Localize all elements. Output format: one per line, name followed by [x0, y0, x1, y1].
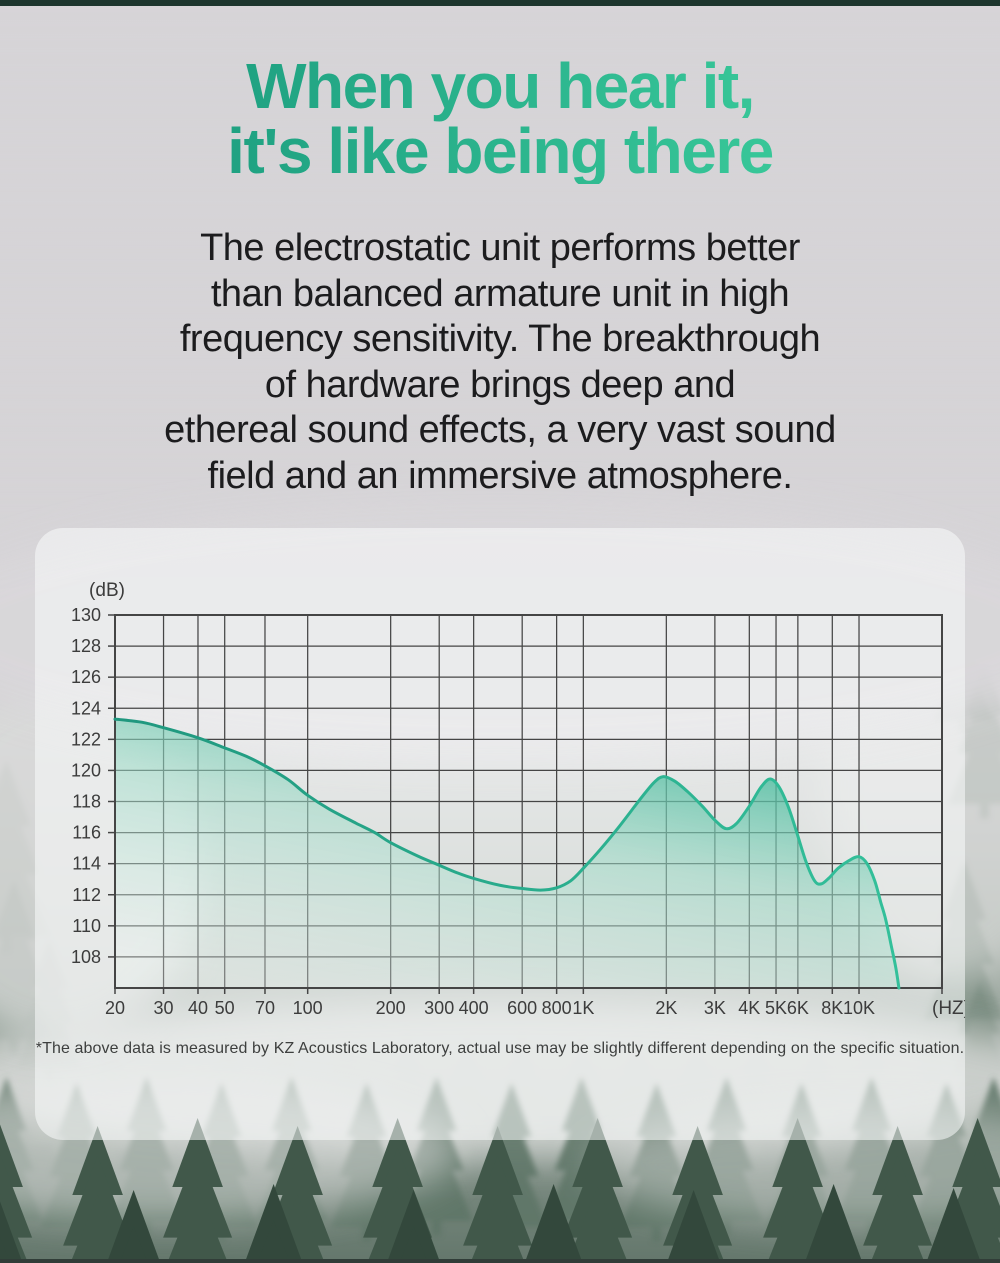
svg-text:(dB): (dB) — [89, 580, 125, 601]
svg-text:114: 114 — [72, 854, 101, 874]
svg-text:70: 70 — [255, 998, 275, 1018]
svg-text:800: 800 — [542, 998, 572, 1018]
svg-text:40: 40 — [188, 998, 208, 1018]
top-accent-bar — [0, 0, 1000, 6]
svg-text:(HZ): (HZ) — [932, 998, 965, 1019]
svg-text:112: 112 — [72, 885, 101, 905]
hero-description-line: ethereal sound effects, a very vast soun… — [164, 409, 836, 451]
svg-text:3K: 3K — [704, 998, 726, 1018]
svg-text:20: 20 — [105, 998, 125, 1018]
svg-text:110: 110 — [72, 916, 101, 936]
page-title: When you hear it, it's like being there — [0, 54, 1000, 184]
svg-text:5K: 5K — [765, 998, 787, 1018]
svg-text:1K: 1K — [572, 998, 594, 1018]
svg-text:116: 116 — [72, 823, 101, 843]
svg-text:600: 600 — [507, 998, 537, 1018]
svg-text:8K: 8K — [821, 998, 843, 1018]
axis-labels: 130 128 126 124 122 120 118 116 114 112 110 108 20 30… — [71, 580, 965, 1019]
svg-text:200: 200 — [376, 998, 406, 1018]
svg-text:120: 120 — [71, 760, 101, 780]
svg-text:118: 118 — [72, 792, 101, 812]
svg-text:122: 122 — [71, 729, 101, 749]
frequency-response-card: 130 128 126 124 122 120 118 116 114 112 110 108 20 30… — [35, 528, 965, 1140]
photo-bottom-edge — [0, 1259, 1000, 1263]
svg-text:6K: 6K — [787, 998, 809, 1018]
hero-description-line: The electrostatic unit performs better — [200, 227, 800, 269]
svg-text:30: 30 — [154, 998, 174, 1018]
axis-ticks — [108, 614, 943, 994]
svg-text:100: 100 — [293, 998, 323, 1018]
svg-text:50: 50 — [215, 998, 235, 1018]
svg-text:300: 300 — [424, 998, 454, 1018]
svg-text:10K: 10K — [843, 998, 875, 1018]
hero-description-line: frequency sensitivity. The breakthrough — [179, 318, 821, 360]
svg-text:108: 108 — [71, 947, 101, 967]
page-title-line1: When you hear it, — [246, 50, 754, 122]
hero-description-line: than balanced armature unit in high — [210, 272, 790, 315]
svg-text:400: 400 — [459, 998, 489, 1018]
hero-section: When you hear it, it's like being there … — [0, 54, 1000, 499]
svg-text:130: 130 — [71, 605, 101, 625]
response-curve — [113, 717, 901, 990]
page-title-line2: it's like being there — [227, 115, 773, 187]
svg-text:4K: 4K — [738, 998, 760, 1018]
hero-description-line: of hardware brings deep and — [264, 363, 736, 406]
svg-text:2K: 2K — [655, 998, 677, 1018]
response-area-fill — [115, 719, 899, 988]
hero-description-line: field and an immersive atmosphere. — [207, 454, 793, 497]
frequency-response-chart: 130 128 126 124 122 120 118 116 114 112 110 108 20 30… — [71, 580, 965, 1019]
svg-text:128: 128 — [71, 636, 101, 656]
measurement-disclaimer: *The above data is measured by KZ Acoust… — [35, 1040, 965, 1057]
hero-description: The electrostatic unit performs better t… — [0, 226, 1000, 499]
svg-text:124: 124 — [71, 698, 101, 718]
svg-text:126: 126 — [71, 667, 101, 687]
